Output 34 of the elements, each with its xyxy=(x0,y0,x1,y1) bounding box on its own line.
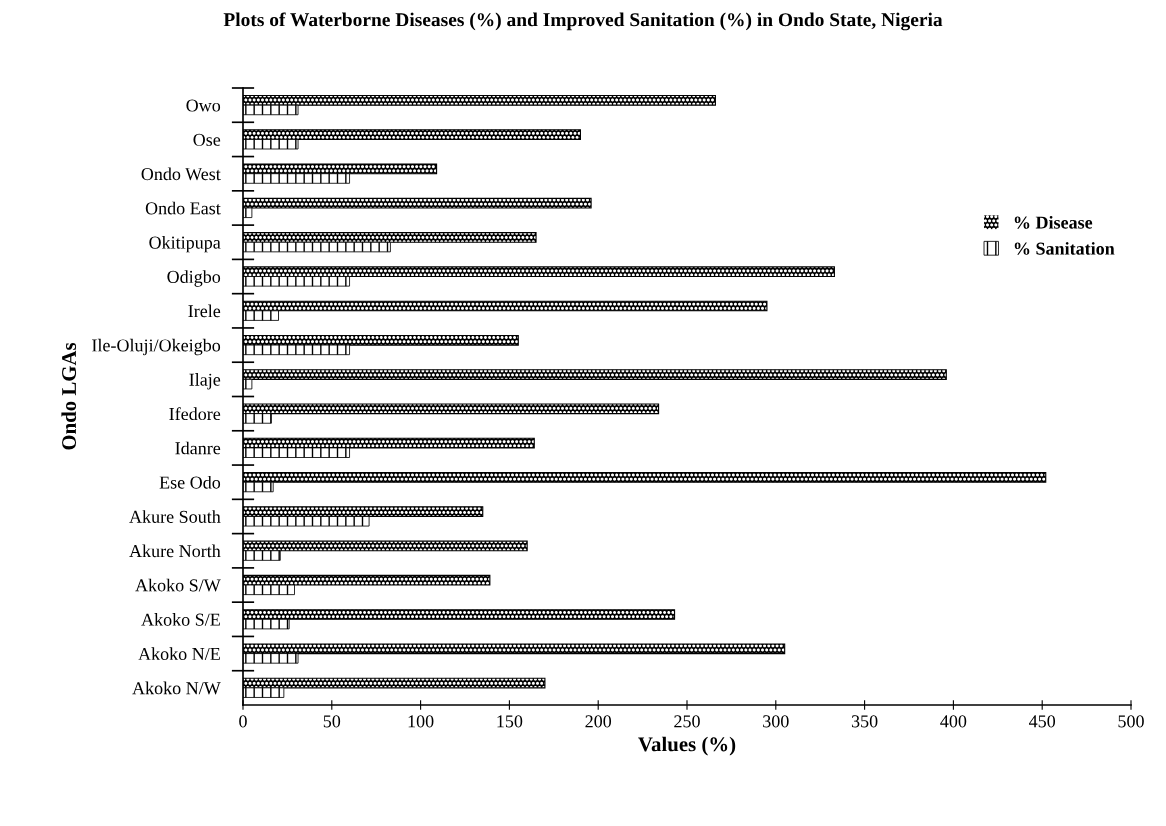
y-tick-label: Ondo East xyxy=(145,201,221,215)
y-tick-label: Ose xyxy=(193,133,221,146)
y-tick-label: Okitipupa xyxy=(149,235,221,253)
x-tick-label: 450 xyxy=(1029,715,1056,728)
x-tick-label: 250 xyxy=(674,715,700,728)
y-tick-label: Ilaje xyxy=(189,373,221,390)
y-tick-label: Akoko N/E xyxy=(138,647,220,661)
x-tick-label: 300 xyxy=(763,715,789,728)
x-tick-label: 400 xyxy=(940,715,967,728)
y-tick-label: Ile-Oluji/Okeigbo xyxy=(92,338,221,356)
x-tick-label: 500 xyxy=(1118,715,1144,728)
x-tick-label: 100 xyxy=(408,715,434,728)
legend-label: % Sanitation xyxy=(1014,242,1115,255)
chart-title: Plots of Waterborne Diseases (%) and Improved Sanitation (%) in Ondo State, Nigeria xyxy=(223,12,943,31)
x-tick-label: 350 xyxy=(851,715,878,728)
y-tick-label: Akoko S/E xyxy=(141,613,220,626)
legend-label: % Disease xyxy=(1014,215,1093,229)
y-axis-title: Ondo LGAs xyxy=(61,342,77,450)
y-tick-label: Ese Odo xyxy=(159,475,221,489)
y-tick-label: Akure North xyxy=(129,544,221,558)
y-tick-label: Akure South xyxy=(129,510,221,523)
x-tick-label: 200 xyxy=(585,715,612,728)
y-tick-label: Owo xyxy=(186,99,221,112)
y-tick-label: Akoko S/W xyxy=(135,578,221,592)
x-tick-label: 150 xyxy=(497,715,523,728)
y-tick-label: Akoko N/W xyxy=(132,681,221,695)
y-tick-label: Odigbo xyxy=(167,270,221,287)
y-tick-label: Irele xyxy=(188,304,221,318)
y-tick-label: Ifedore xyxy=(169,407,221,421)
y-tick-label: Ondo West xyxy=(141,167,221,181)
x-tick-label: 0 xyxy=(239,715,247,728)
y-tick-label: Idanre xyxy=(175,441,221,455)
x-axis-title: Values (%) xyxy=(638,736,736,756)
x-tick-label: 50 xyxy=(323,715,341,728)
